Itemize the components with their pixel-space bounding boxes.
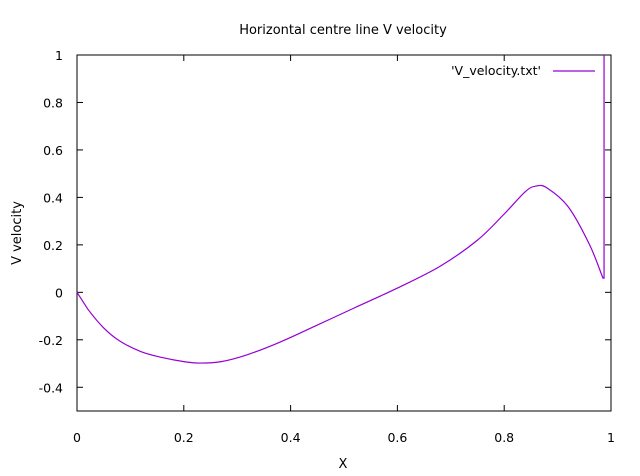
y-tick-label: 0: [55, 285, 63, 300]
x-tick-label: 1: [607, 430, 615, 445]
x-axis-label: X: [339, 457, 348, 472]
y-tick-label: 0.8: [43, 95, 63, 110]
axis-ticks: 0 0.2 0.4 0.6 0.8 1 -0.4 -0.2 0 0.2 0.4 0.6 0.8 1: [39, 48, 615, 445]
chart-title: Horizontal centre line V velocity: [239, 23, 447, 38]
series-layer: [76, 55, 605, 364]
y-tick-label: 0.4: [43, 190, 63, 205]
x-tick-label: 0: [73, 430, 81, 445]
x-tick-label: 0.2: [174, 430, 194, 445]
y-tick-label: 1: [55, 48, 63, 63]
x-tick-label: 0.4: [281, 430, 301, 445]
legend: 'V_velocity.txt': [451, 63, 595, 78]
series-line: [76, 55, 605, 364]
x-tick-label: 0.8: [494, 430, 514, 445]
legend-label: 'V_velocity.txt': [451, 63, 541, 78]
y-tick-label: 0.6: [43, 143, 63, 158]
x-tick-label: 0.6: [387, 430, 407, 445]
plot-frame: [76, 54, 612, 412]
y-tick-label: -0.2: [39, 333, 63, 348]
y-axis-label: V velocity: [10, 201, 25, 265]
y-tick-label: 0.2: [43, 238, 63, 253]
y-tick-label: -0.4: [39, 380, 63, 395]
